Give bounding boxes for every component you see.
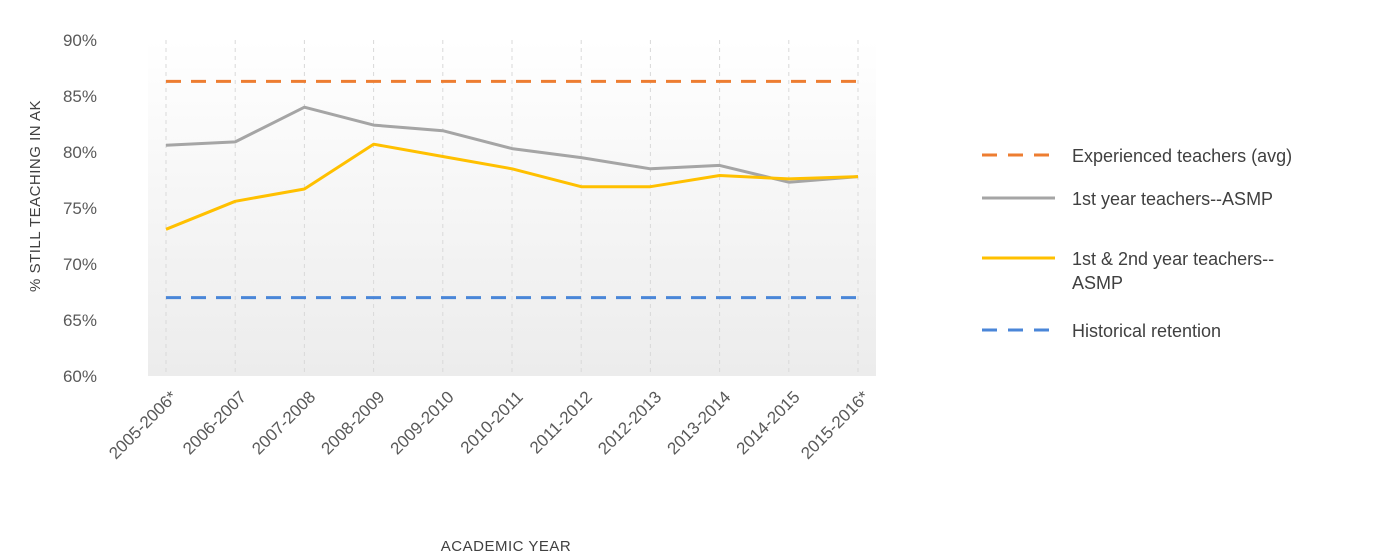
x-tick-label: 2011-2012 <box>526 387 596 457</box>
x-tick-label: 2005-2006* <box>105 387 181 463</box>
legend: Experienced teachers (avg) 1st year teach… <box>982 146 1292 341</box>
grid-lines <box>165 40 859 376</box>
x-axis-tick-labels: 2005-2006*2006-20072007-20082008-2009200… <box>105 387 873 463</box>
legend-label-3: Historical retention <box>1072 321 1221 341</box>
y-tick-label: 75% <box>63 199 97 218</box>
x-tick-label: 2014-2015 <box>733 387 804 458</box>
series-line-2 <box>165 142 859 231</box>
x-tick-label: 2006-2007 <box>179 387 250 458</box>
y-tick-label: 80% <box>63 143 97 162</box>
y-tick-label: 70% <box>63 255 97 274</box>
x-tick-label: 2015-2016* <box>797 387 873 463</box>
x-tick-label: 2013-2014 <box>663 387 734 458</box>
x-tick-label: 2008-2009 <box>317 387 388 458</box>
y-axis-title: % STILL TEACHING IN AK <box>27 100 44 292</box>
x-tick-label: 2010-2011 <box>457 387 527 457</box>
legend-label-2: ASMP <box>1072 273 1123 293</box>
x-tick-label: 2007-2008 <box>248 387 319 458</box>
legend-label-1: 1st year teachers--ASMP <box>1072 189 1273 209</box>
series-lines <box>165 79 859 300</box>
y-tick-label: 65% <box>63 311 97 330</box>
y-tick-label: 60% <box>63 367 97 386</box>
x-tick-label: 2012-2013 <box>594 387 665 458</box>
x-axis-title: ACADEMIC YEAR <box>441 538 571 555</box>
series-line-1 <box>165 105 859 184</box>
y-tick-label: 90% <box>63 31 97 50</box>
legend-label-2: 1st & 2nd year teachers-- <box>1072 249 1274 269</box>
legend-label-0: Experienced teachers (avg) <box>1072 146 1292 166</box>
y-axis-tick-labels: 60% 65% 70% 75% 80% 85% 90% <box>63 31 97 386</box>
x-tick-label: 2009-2010 <box>387 387 458 458</box>
y-tick-label: 85% <box>63 87 97 106</box>
